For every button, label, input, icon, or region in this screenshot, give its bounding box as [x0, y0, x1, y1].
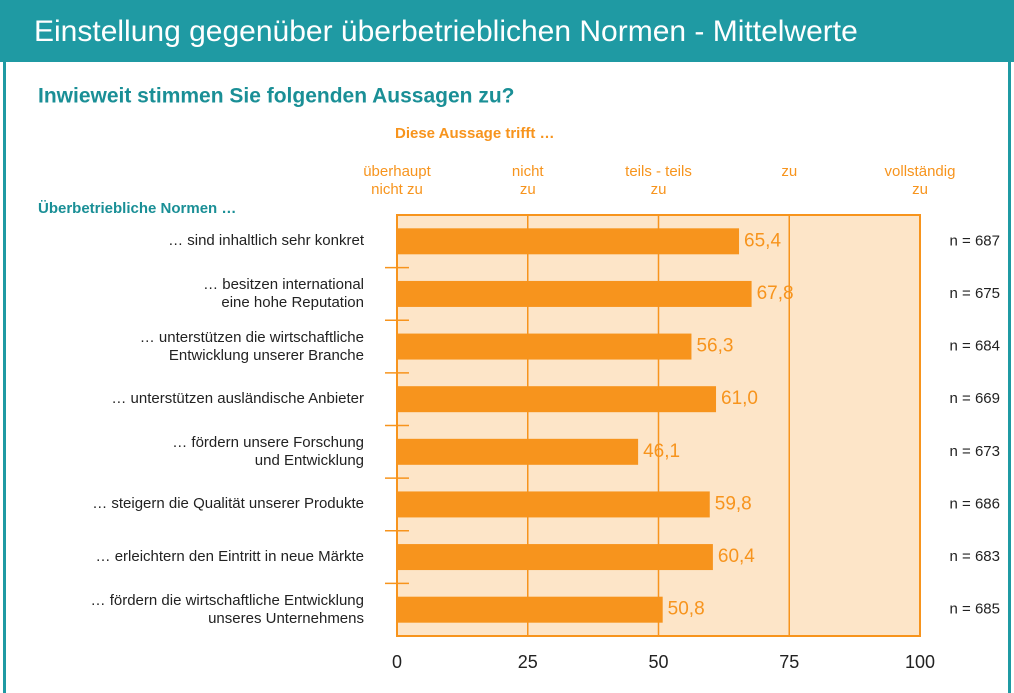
- n-label: n = 687: [950, 232, 1000, 249]
- n-label: n = 685: [950, 601, 1000, 618]
- value-label: 46,1: [643, 441, 680, 462]
- bar: [397, 438, 639, 465]
- header-bar: [0, 0, 1014, 62]
- n-label: n = 686: [950, 495, 1000, 512]
- subtitle: Inwieweit stimmen Sie folgenden Aussagen…: [38, 85, 514, 108]
- category-title: Überbetriebliche Normen …: [38, 200, 236, 217]
- value-label: 60,4: [718, 546, 755, 567]
- chart-title: Einstellung gegenüber überbetrieblichen …: [34, 15, 858, 48]
- value-label: 56,3: [696, 336, 733, 357]
- scale-label: überhaupt nicht zu: [363, 163, 431, 198]
- scale-label: vollständig zu: [884, 163, 956, 198]
- value-label: 50,8: [668, 599, 705, 620]
- right-border: [1008, 62, 1011, 693]
- value-label: 65,4: [744, 230, 781, 251]
- bar: [397, 333, 692, 360]
- x-tick-label: 0: [392, 652, 402, 672]
- bar: [397, 544, 713, 571]
- n-label: n = 673: [950, 443, 1000, 460]
- n-label: n = 684: [950, 338, 1000, 355]
- category-label: … erleichtern den Eintritt in neue Märkt…: [95, 548, 364, 566]
- scale-title: Diese Aussage trifft …: [395, 125, 555, 142]
- value-label: 67,8: [757, 283, 794, 304]
- x-tick-label: 100: [905, 652, 935, 672]
- x-tick-label: 50: [648, 652, 668, 672]
- bar: [397, 280, 752, 307]
- bar: [397, 228, 740, 255]
- x-tick-label: 75: [779, 652, 799, 672]
- n-label: n = 669: [950, 390, 1000, 407]
- category-label: … fördern die wirtschaftliche Entwicklun…: [90, 591, 364, 627]
- scale-label: teils - teils zu: [625, 163, 692, 198]
- left-border: [3, 62, 6, 693]
- category-label: … sind inhaltlich sehr konkret: [168, 232, 364, 250]
- category-label: … besitzen international eine hohe Reput…: [203, 275, 364, 311]
- category-label: … steigern die Qualität unserer Produkte: [92, 495, 364, 513]
- bar: [397, 491, 710, 518]
- x-tick-label: 25: [518, 652, 538, 672]
- scale-label: zu: [781, 163, 798, 180]
- category-label: … fördern unsere Forschung und Entwicklu…: [172, 433, 364, 469]
- bar: [397, 386, 717, 413]
- bar: [397, 596, 663, 623]
- value-label: 59,8: [715, 493, 752, 514]
- scale-label: nicht zu: [511, 163, 544, 198]
- category-label: … unterstützen ausländische Anbieter: [111, 390, 364, 408]
- category-label: … unterstützen die wirtschaftliche Entwi…: [139, 328, 364, 364]
- n-label: n = 683: [950, 548, 1000, 565]
- n-label: n = 675: [950, 285, 1000, 302]
- value-label: 61,0: [721, 388, 758, 409]
